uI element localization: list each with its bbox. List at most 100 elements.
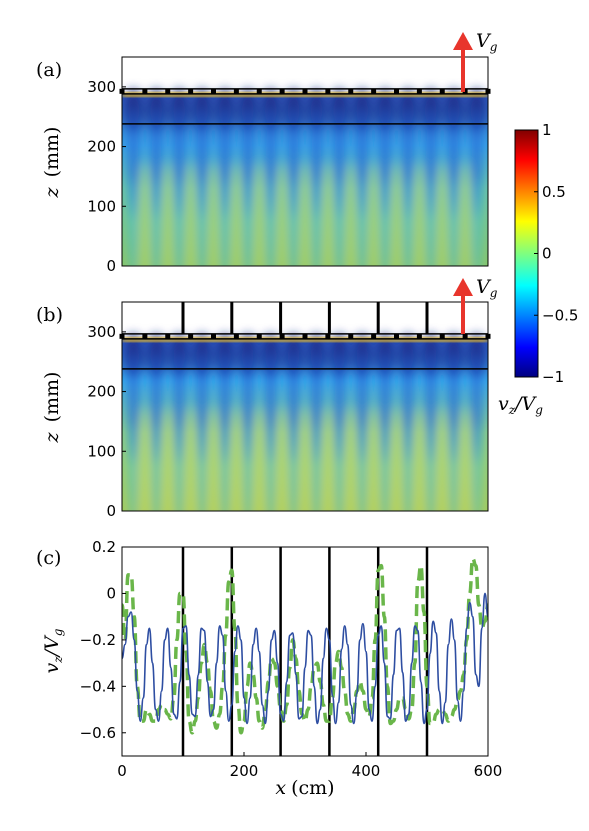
plume-tail [174,107,185,218]
grid-plate-bar [188,88,194,94]
grid-plate-bar [211,333,216,339]
plume-tail [380,107,391,218]
plume-tail [265,352,276,463]
upflow-gap [255,407,263,511]
grid-plate-bar [416,88,422,94]
grid-plate-bar [325,88,331,94]
plume-stem [198,177,206,266]
plume-tail [425,107,436,218]
plume-stem [175,422,183,511]
grid-plate-bar [142,333,148,339]
y-tick-label: 100 [87,442,116,460]
upflow-gap [392,162,401,266]
upflow-gap [347,407,355,511]
upflow-gap [278,407,286,511]
plume-stem [221,177,229,266]
heatmap-b-ylabel: z (mm) [41,372,63,444]
ylabel-a-unit: (mm) [41,127,63,178]
plume-tail [151,107,162,218]
plume-stem [335,177,343,266]
y-tick-label: −0.6 [80,724,116,742]
grid-plate-bar [348,333,354,339]
plume-stem [129,177,138,266]
colorbar-tick-label: 0 [542,245,552,263]
upflow-gap [255,162,263,266]
grid-plate-bar [394,333,399,339]
plume-stem [289,177,298,266]
heatmap-panel-a: 0 100 200 300 z (mm) Vg [41,30,498,275]
grid-plate-bar [439,333,445,339]
panel-b-label: (b) [36,304,63,326]
grid-plate-bar [279,88,285,94]
arrow-b-label: Vg [476,276,498,300]
upflow-gap [141,407,149,511]
grid-plate-bar [302,333,308,339]
ylabel-a-symbol: z [41,186,63,198]
grid-plate-bar [416,333,422,339]
plume-stem [129,422,138,511]
plume-tail [265,107,276,218]
upflow-gap [369,162,378,266]
x-tick-label: 400 [352,762,381,780]
plume-stem [267,422,275,511]
grid-plate-bar [439,88,445,94]
plume-tail [128,352,139,463]
plume-tail [402,352,413,463]
panel-c-label: (c) [36,547,61,569]
upflow-gap [209,162,218,266]
colorbar-tick-label: −0.5 [542,306,578,324]
colorbar-tick-label: 1 [542,121,552,139]
plume-stem [312,422,321,511]
colorbar-label: vz/Vg [498,393,543,417]
plume-stem [472,422,481,511]
ylabel-b-unit: (mm) [41,372,63,423]
plume-tail [357,107,368,218]
heatmap-panel-b: 0 100 200 300 z (mm) Vg [41,276,498,520]
plume-stem [267,177,275,266]
plume-stem [244,177,252,266]
grid-plate-bar [233,88,239,94]
grid-plate-bar [256,333,262,339]
colorbar: 1 0.5 0 −0.5 −1 vz/Vg [498,121,578,417]
colorbar-tick-label: −1 [542,368,564,386]
plume-tail [334,107,345,218]
y-tick-label: 300 [87,323,116,341]
plume-tail [288,107,299,218]
plume-stem [289,422,298,511]
x-tick-label: 600 [474,762,503,780]
series-dashed-green [122,556,488,735]
upflow-gap [415,162,424,266]
grid-plate-bar [279,333,285,339]
upflow-gap [301,162,309,266]
plume-stem [450,422,458,511]
plume-tail [380,352,391,463]
plume-tail [311,107,322,218]
plume-tail [448,107,459,218]
upflow-gap [141,162,149,266]
y-tick-label: 0.2 [92,538,116,556]
grid-plate-bar [325,333,331,339]
plume-stem [472,177,481,266]
upflow-gap [415,407,424,511]
plume-stem [244,422,252,511]
plume-tail [311,352,322,463]
upflow-gap [186,162,195,266]
grid-plate-bar [302,88,308,94]
arrow-a-label: Vg [476,30,498,54]
grid-plate-bar [462,88,468,94]
plume-stem [221,422,229,511]
plume-stem [175,177,183,266]
line-c-ylabel: vz/Vg [41,628,65,673]
plume-tail [242,107,253,218]
y-tick-label: 0 [106,257,116,275]
svg-text:z (mm): z (mm) [41,127,63,199]
colorbar-tick-label: 0.5 [542,183,566,201]
grid-plate-bar [211,88,216,94]
plume-tail [219,107,230,218]
y-tick-label: −0.2 [80,631,116,649]
line-c-frame [121,546,489,757]
line-c-xlabel: x (cm) [275,777,334,799]
grid-plate-bar [394,88,399,94]
plume-stem [198,422,206,511]
